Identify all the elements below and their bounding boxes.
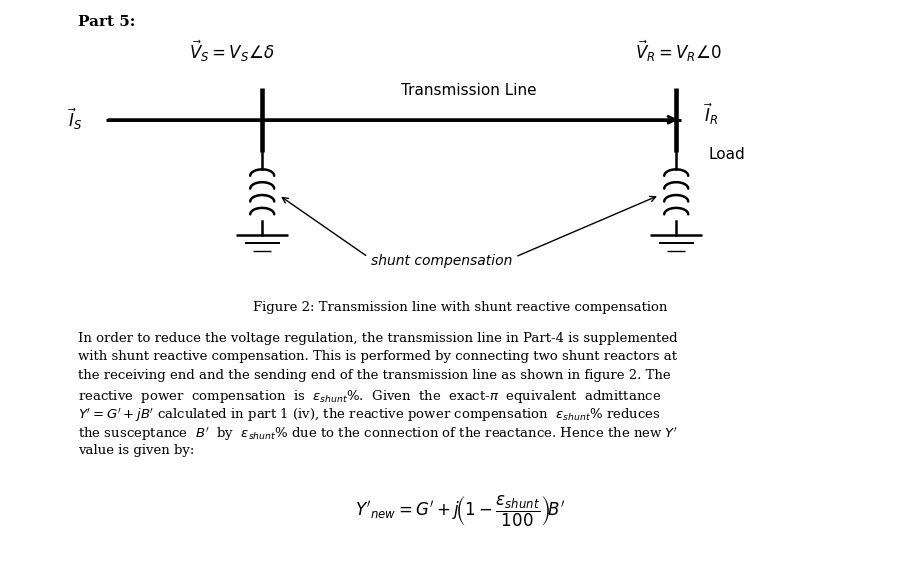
Text: $\vec{V}_S = V_S \angle \delta$: $\vec{V}_S = V_S \angle \delta$ xyxy=(188,39,274,64)
Text: $\vec{I}_R$: $\vec{I}_R$ xyxy=(703,101,718,127)
Text: Transmission Line: Transmission Line xyxy=(401,82,537,98)
Text: $Y'_{new} = G' + j\!\left(1 - \dfrac{\varepsilon_{shunt}}{100}\right)\!B'$: $Y'_{new} = G' + j\!\left(1 - \dfrac{\va… xyxy=(355,493,564,529)
Text: shunt compensation: shunt compensation xyxy=(370,254,512,268)
Text: $\vec{I}_S$: $\vec{I}_S$ xyxy=(68,107,83,133)
Text: the receiving end and the sending end of the transmission line as shown in figur: the receiving end and the sending end of… xyxy=(78,369,670,382)
Text: reactive  power  compensation  is  $\varepsilon_{\mathit{shunt}}$%.  Given  the : reactive power compensation is $\varepsi… xyxy=(78,388,661,405)
Text: value is given by:: value is given by: xyxy=(78,444,194,457)
Text: $\vec{V}_R = V_R \angle 0$: $\vec{V}_R = V_R \angle 0$ xyxy=(634,39,720,64)
Text: Part 5:: Part 5: xyxy=(78,15,135,29)
Text: the susceptance  $B'$  by  $\varepsilon_{\mathit{shunt}}$% due to the connection: the susceptance $B'$ by $\varepsilon_{\m… xyxy=(78,425,678,443)
Text: In order to reduce the voltage regulation, the transmission line in Part-4 is su: In order to reduce the voltage regulatio… xyxy=(78,332,677,345)
Text: Load: Load xyxy=(708,147,744,162)
Text: Figure 2: Transmission line with shunt reactive compensation: Figure 2: Transmission line with shunt r… xyxy=(253,301,666,314)
Text: with shunt reactive compensation. This is performed by connecting two shunt reac: with shunt reactive compensation. This i… xyxy=(78,350,676,363)
Text: $Y' = G' + jB'$ calculated in part 1 (iv), the reactive power compensation  $\va: $Y' = G' + jB'$ calculated in part 1 (iv… xyxy=(78,406,660,424)
